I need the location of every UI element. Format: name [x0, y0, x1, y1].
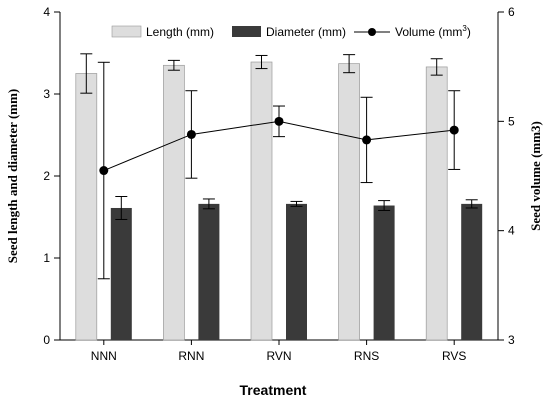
length-bar-error-bar [255, 54, 268, 70]
length-bar-error-bar [80, 53, 93, 94]
length-bar [75, 73, 98, 341]
right-tick-label: 3 [508, 333, 515, 347]
diameter-bar-error-bar [465, 199, 478, 209]
left-tick-label: 3 [43, 87, 50, 101]
diameter-bar [286, 203, 307, 340]
x-tick-label: RNS [354, 349, 379, 363]
volume-point [99, 166, 109, 176]
left-tick-label: 0 [43, 333, 50, 347]
diameter-bar-error-bar [378, 200, 391, 211]
right-tick-label: 5 [508, 114, 515, 128]
volume-point [449, 125, 459, 135]
left-axis-title: Seed length and diameter (mm) [5, 89, 20, 264]
legend-volume-label: Volume (mm3) [395, 24, 471, 39]
right-axis-ticks: 3 4 5 6 [498, 5, 515, 347]
length-bar-error-bar [430, 58, 443, 76]
x-axis-ticks: NNN RNN RVN RNS RVS [91, 340, 466, 363]
x-tick-label: RVN [266, 349, 291, 363]
length-bar [425, 66, 448, 341]
right-axis-title: Seed volume (mm3) [528, 121, 543, 231]
legend: Length (mm) Diameter (mm) Volume (mm3) [111, 24, 471, 39]
legend-length-label: Length (mm) [146, 25, 214, 39]
left-axis-ticks: 0 1 2 3 4 [43, 5, 60, 347]
diameter-bar-error-bar [202, 198, 215, 210]
legend-length-swatch [111, 25, 142, 38]
legend-diameter-swatch [232, 26, 261, 37]
length-bar-error-bar [167, 59, 180, 71]
x-tick-label: RVS [442, 349, 466, 363]
right-tick-label: 6 [508, 5, 515, 19]
diameter-bar-error-bar [290, 200, 303, 207]
length-bar [250, 61, 273, 341]
volume-point [186, 129, 196, 139]
legend-volume-marker [368, 28, 376, 36]
legend-volume-label-sup: 3 [462, 24, 467, 33]
diameter-bar [461, 203, 483, 340]
left-tick-label: 1 [43, 251, 50, 265]
diameter-bar [110, 207, 132, 340]
x-axis-title: Treatment [240, 382, 307, 398]
volume-point [274, 116, 284, 126]
x-tick-label: NNN [91, 349, 117, 363]
length-bar [338, 63, 360, 341]
x-tick-label: RNN [178, 349, 204, 363]
legend-diameter-label: Diameter (mm) [266, 25, 346, 39]
diameter-bar [373, 205, 395, 340]
right-tick-label: 4 [508, 224, 515, 238]
legend-volume-label-end: ) [467, 25, 471, 39]
left-tick-label: 2 [43, 169, 50, 183]
legend-volume-label-base: Volume (mm [395, 25, 462, 39]
volume-point [362, 135, 372, 145]
bar-series [75, 53, 483, 341]
diameter-bar [198, 203, 220, 340]
volume-series [97, 61, 461, 280]
left-tick-label: 4 [43, 5, 50, 19]
length-bar-error-bar [343, 54, 356, 74]
diameter-bar-error-bar [115, 196, 128, 220]
length-bar [163, 64, 185, 341]
